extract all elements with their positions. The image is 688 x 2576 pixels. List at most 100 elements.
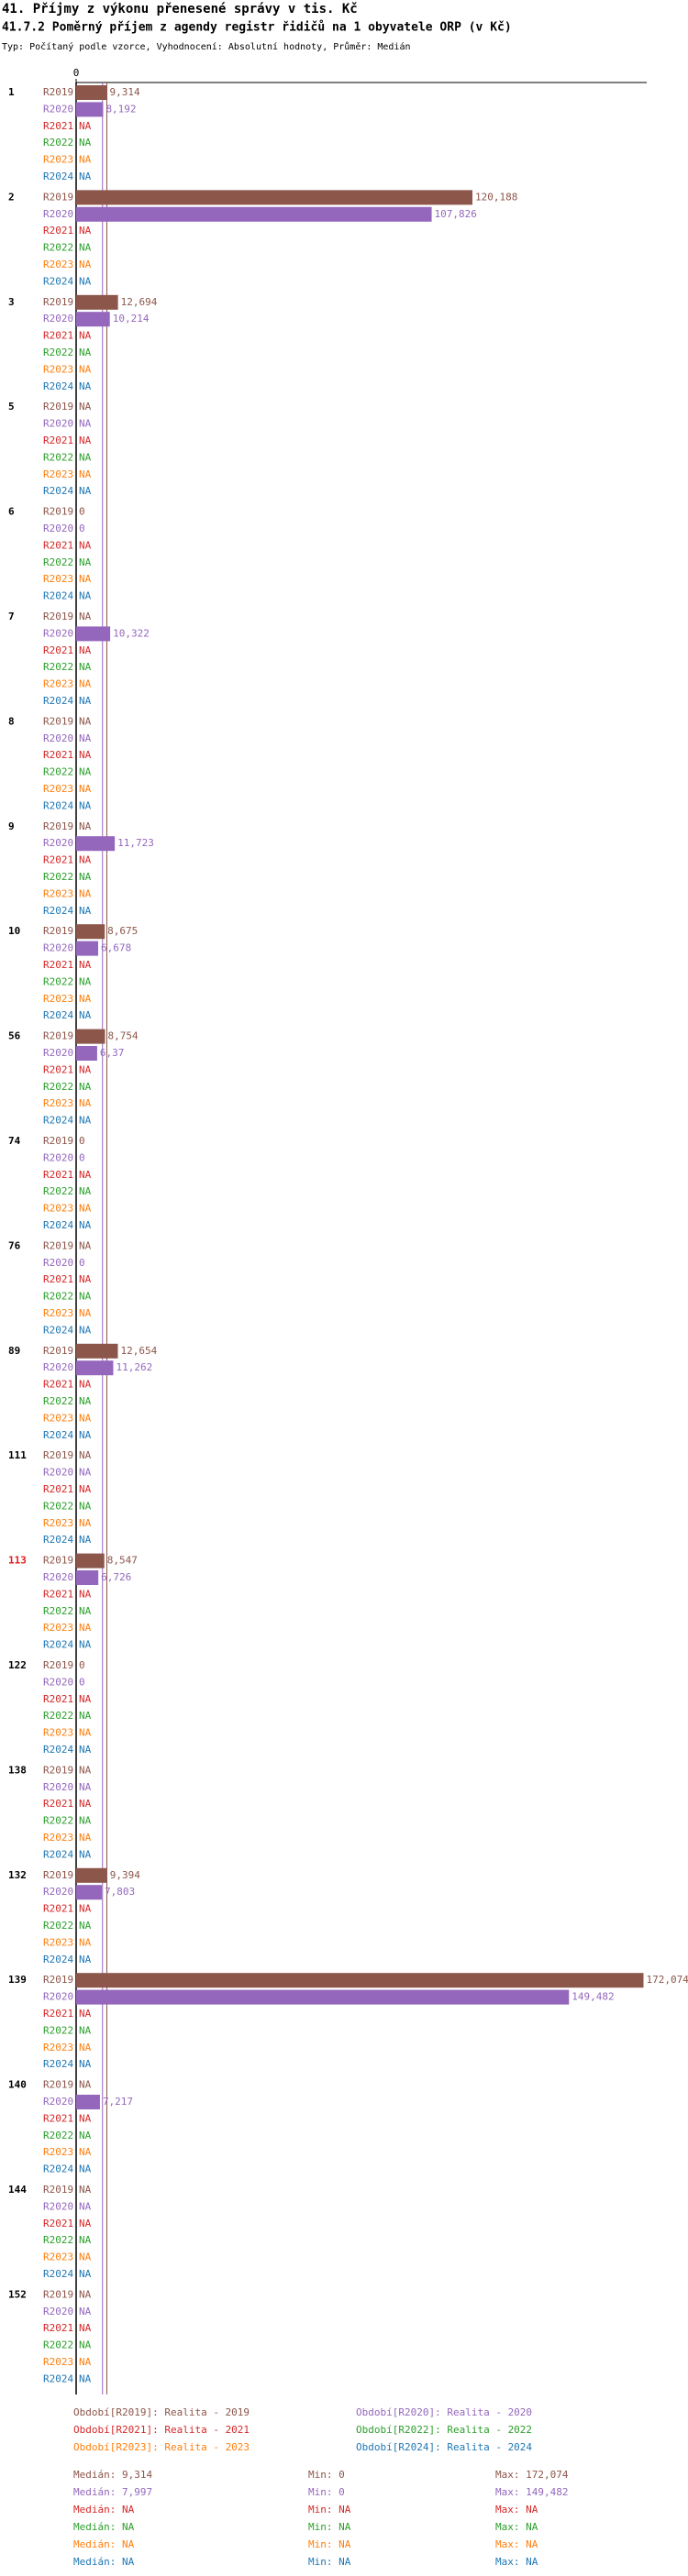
value-label: NA [79, 171, 92, 182]
value-label: NA [79, 2184, 92, 2196]
stat-median: Medián: 9,314 [73, 2469, 152, 2481]
stat-max: Max: NA [495, 2538, 538, 2550]
value-label: 6,726 [101, 1571, 131, 1583]
series-label: R2019 [43, 191, 73, 203]
series-label: R2022 [43, 2234, 73, 2246]
bar [76, 190, 472, 205]
legend-entry: Období[R2021]: Realita - 2021 [73, 2424, 250, 2436]
series-label: R2022 [43, 1710, 73, 1722]
series-label: R2019 [43, 1239, 73, 1251]
value-label: NA [79, 1412, 92, 1424]
value-label: NA [79, 887, 92, 899]
bar [76, 1867, 107, 1883]
group-label: 89 [8, 1345, 20, 1357]
value-label: NA [79, 2322, 92, 2334]
group-label: 3 [8, 296, 15, 308]
series-label: R2023 [43, 1097, 73, 1109]
series-label: R2019 [43, 2079, 73, 2091]
legend-entry: Období[R2019]: Realita - 2019 [73, 2406, 250, 2418]
bar [76, 102, 104, 117]
x-tick-label: 0 [73, 67, 80, 79]
series-label: R2023 [43, 887, 73, 899]
value-label: NA [79, 1534, 92, 1546]
series-label: R2019 [43, 86, 73, 98]
series-label: R2024 [43, 1744, 73, 1756]
value-label: NA [79, 2234, 92, 2246]
stat-min: Min: 0 [308, 2486, 345, 2498]
value-label: 12,654 [120, 1345, 157, 1357]
series-label: R2022 [43, 766, 73, 778]
value-label: NA [79, 1710, 92, 1722]
value-label: NA [79, 2251, 92, 2263]
chart-title: 41. Příjmy z výkonu přenesené správy v t… [2, 2, 358, 17]
series-label: R2022 [43, 975, 73, 987]
stat-max: Max: 172,074 [495, 2469, 569, 2481]
series-label: R2024 [43, 275, 73, 287]
series-label: R2021 [43, 1483, 73, 1495]
value-label: NA [79, 418, 92, 430]
value-label: NA [79, 1605, 92, 1617]
value-label: NA [79, 1815, 92, 1827]
legend-entry: Období[R2020]: Realita - 2020 [356, 2406, 532, 2418]
series-label: R2020 [43, 732, 73, 744]
value-label: 10,214 [113, 313, 150, 325]
value-label: 7,803 [105, 1886, 135, 1898]
value-label: NA [79, 1920, 92, 1932]
bar [76, 626, 111, 642]
value-label: NA [79, 2130, 92, 2141]
value-label: NA [79, 799, 92, 811]
value-label: NA [79, 2268, 92, 2280]
chart-subtitle: 41.7.2 Poměrný příjem z agendy registr ř… [2, 21, 512, 35]
series-label: R2023 [43, 259, 73, 270]
value-label: 0 [79, 1676, 85, 1688]
value-label: NA [79, 783, 92, 795]
series-label: R2020 [43, 2096, 73, 2108]
value-label: 9,394 [110, 1869, 140, 1881]
series-label: R2021 [43, 2322, 73, 2334]
value-label: NA [79, 1848, 92, 1860]
group-label: 1 [8, 86, 15, 98]
value-label: NA [79, 959, 92, 971]
value-label: NA [79, 715, 92, 727]
value-label: NA [79, 2288, 92, 2300]
value-label: NA [79, 451, 92, 463]
value-label: NA [79, 137, 92, 149]
series-label: R2022 [43, 871, 73, 883]
value-label: NA [79, 1324, 92, 1336]
series-label: R2024 [43, 1848, 73, 1860]
series-label: R2023 [43, 1622, 73, 1634]
value-label: NA [79, 611, 92, 622]
value-label: 8,754 [107, 1030, 138, 1042]
value-label: NA [79, 871, 92, 883]
stat-max: Max: 149,482 [495, 2486, 568, 2498]
series-label: R2020 [43, 103, 73, 115]
series-label: R2020 [43, 942, 73, 954]
series-label: R2024 [43, 1009, 73, 1021]
legend-entry: Období[R2024]: Realita - 2024 [356, 2441, 532, 2453]
value-label: NA [79, 590, 92, 602]
value-label: NA [79, 993, 92, 1005]
value-label: 11,262 [116, 1361, 152, 1373]
value-label: NA [79, 905, 92, 917]
series-label: R2021 [43, 854, 73, 866]
stat-median: Medián: NA [73, 2538, 135, 2550]
value-label: NA [79, 363, 92, 375]
value-label: NA [79, 2146, 92, 2158]
series-label: R2022 [43, 1291, 73, 1303]
series-label: R2022 [43, 1500, 73, 1512]
value-label: NA [79, 695, 92, 707]
value-label: NA [79, 1903, 92, 1915]
series-label: R2023 [43, 783, 73, 795]
bar [76, 85, 107, 100]
value-label: NA [79, 678, 92, 690]
series-label: R2021 [43, 1169, 73, 1181]
series-label: R2024 [43, 799, 73, 811]
value-label: NA [79, 1009, 92, 1021]
value-label: NA [79, 225, 92, 237]
value-label: NA [79, 1185, 92, 1197]
series-label: R2022 [43, 1395, 73, 1407]
series-label: R2020 [43, 1467, 73, 1479]
series-label: R2019 [43, 1345, 73, 1357]
stat-max: Max: NA [495, 2521, 538, 2533]
